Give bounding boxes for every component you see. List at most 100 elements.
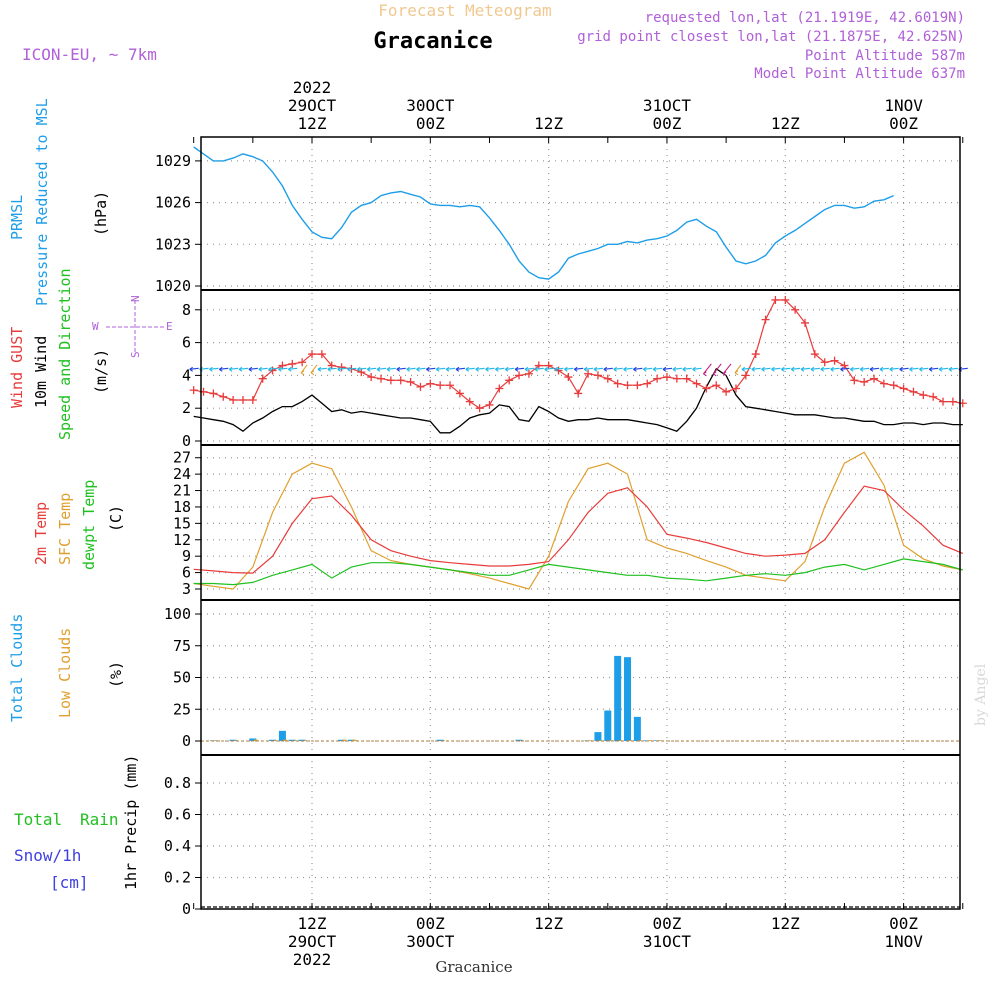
time-label-bottom: 1NOV [884,932,923,951]
total-clouds-label: Total Clouds [8,614,26,722]
pressure-tick-label: 1029 [155,152,191,170]
wind-direction-arrow [652,366,663,372]
gust-marker [899,384,908,393]
gust-marker [840,361,849,370]
low-clouds-bar [618,740,623,741]
gust-marker [534,361,543,370]
gust-marker [662,373,671,382]
time-label-bottom: 2022 [293,950,332,969]
wind-direction-arrow [514,366,525,372]
wind-direction-arrow [879,366,889,372]
total-clouds-bar [594,732,602,741]
footer-location: Gracanice [435,958,512,976]
gust-marker [593,371,602,380]
gust-marker [850,376,859,385]
wind-direction-arrow [859,366,870,372]
precip-tick-label: 0.6 [164,806,191,824]
wind-direction-arrow [347,366,357,372]
wind-direction-arrow [869,366,880,372]
gust-marker [791,305,800,314]
wind-direction-arrow [780,366,791,372]
wind-direction-arrow [820,366,830,372]
wind-direction-arrow [840,366,850,372]
gust-marker [948,397,957,406]
gust-marker [327,361,336,370]
wind-direction-arrow [899,366,909,372]
pressure-tick-label: 1020 [155,277,191,295]
compass-west: W [92,320,99,333]
wind-direction-arrow [751,366,761,372]
wind-direction-arrow [445,366,456,372]
gust-marker [692,379,701,388]
y-ticks: 1029102610231020864202724211815129631007… [155,137,964,918]
gust-marker [870,374,879,383]
gust-marker [337,363,346,372]
wind-direction-arrow [376,366,387,372]
temp-tick-label: 3 [182,580,191,598]
temp2m-label: 2m Temp [32,502,50,565]
low-clouds-label: Low Clouds [56,628,74,718]
low-clouds-bar [283,739,288,741]
pressure-label: PRMSL [8,195,26,240]
wind-direction-arrow [485,366,495,372]
temp-tick-label: 18 [173,498,191,516]
gust-marker [702,384,711,393]
wind-direction-arrow [310,364,318,376]
temp-tick-label: 6 [182,564,191,582]
wind-direction-arrow [761,366,771,372]
wind-direction-arrow [603,366,613,372]
temp-2m-line [193,485,964,574]
gust-marker [248,396,257,404]
wind-speed-line [193,367,963,434]
time-label-top: 12Z [298,114,327,133]
gust-marker [860,377,869,386]
time-label-top: 31OCT [643,96,692,115]
clouds-tick-label: 0 [182,732,191,750]
gust-marker [219,392,228,401]
wind-tick-label: 8 [182,301,191,319]
clouds-tick-label: 75 [173,637,191,655]
wind-direction-arrow [504,366,515,372]
wind-direction-arrow [790,366,801,372]
clouds-unit: (%) [107,661,125,688]
gust-marker [238,396,247,404]
time-label-top: 00Z [889,114,918,133]
wind-direction-arrow [741,366,751,372]
precip-tick-label: 0.2 [164,869,191,887]
gust-marker [781,295,790,304]
low-clouds-bar [253,739,258,741]
gust-marker [613,379,622,388]
time-label-bottom: 12Z [534,914,563,933]
wind-direction-arrow [830,366,840,372]
total-clouds-bar [347,739,355,741]
wind-direction-arrow [712,363,722,377]
gust-marker [544,361,553,370]
wind-direction-arrow [909,366,919,372]
time-label-top: 00Z [416,114,445,133]
gust-marker [189,386,198,395]
wind-dir-label: Speed and Direction [56,268,74,440]
wind-direction-arrow [238,366,249,372]
compass-north: N [129,295,142,302]
gust-marker [357,368,366,377]
low-clouds-bar [273,740,278,741]
wind-tick-label: 2 [182,399,191,417]
sfc-temp-line [193,451,963,590]
gust-marker [465,397,474,406]
dewpt-label: dewpt Temp [80,480,98,570]
wind-direction-arrow [672,366,682,372]
gust-marker [436,381,445,390]
gust-marker [830,356,839,365]
low-clouds-bar [608,740,613,741]
clouds-tick-label: 25 [173,700,191,718]
time-label-bottom: 00Z [416,914,445,933]
gust-marker [712,381,721,390]
sfctemp-label: SFC Temp [56,493,74,565]
time-label-top: 12Z [534,114,563,133]
wind-direction-arrow [613,366,623,372]
low-clouds-bar [303,740,308,741]
watermark: by Angel [973,663,989,726]
wind-direction-arrow [734,364,742,376]
wind-direction-arrow [583,366,594,372]
